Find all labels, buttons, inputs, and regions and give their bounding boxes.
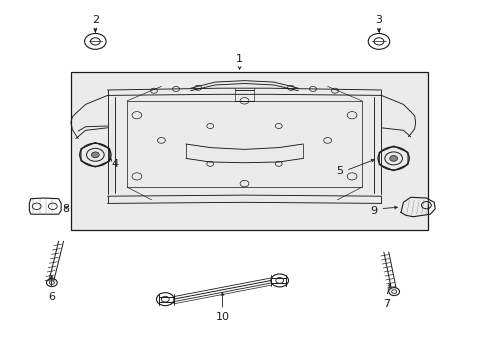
Text: 8: 8: [62, 204, 69, 214]
Circle shape: [389, 156, 397, 161]
Circle shape: [91, 152, 99, 158]
Bar: [71, 72, 427, 230]
Text: 10: 10: [215, 312, 229, 322]
Text: 3: 3: [375, 15, 382, 25]
Text: 5: 5: [336, 166, 343, 176]
Text: 7: 7: [382, 299, 389, 309]
Text: 2: 2: [92, 15, 99, 25]
Text: 9: 9: [370, 206, 377, 216]
Text: 6: 6: [48, 292, 55, 302]
Text: 1: 1: [236, 54, 243, 64]
Text: 4: 4: [111, 159, 118, 169]
